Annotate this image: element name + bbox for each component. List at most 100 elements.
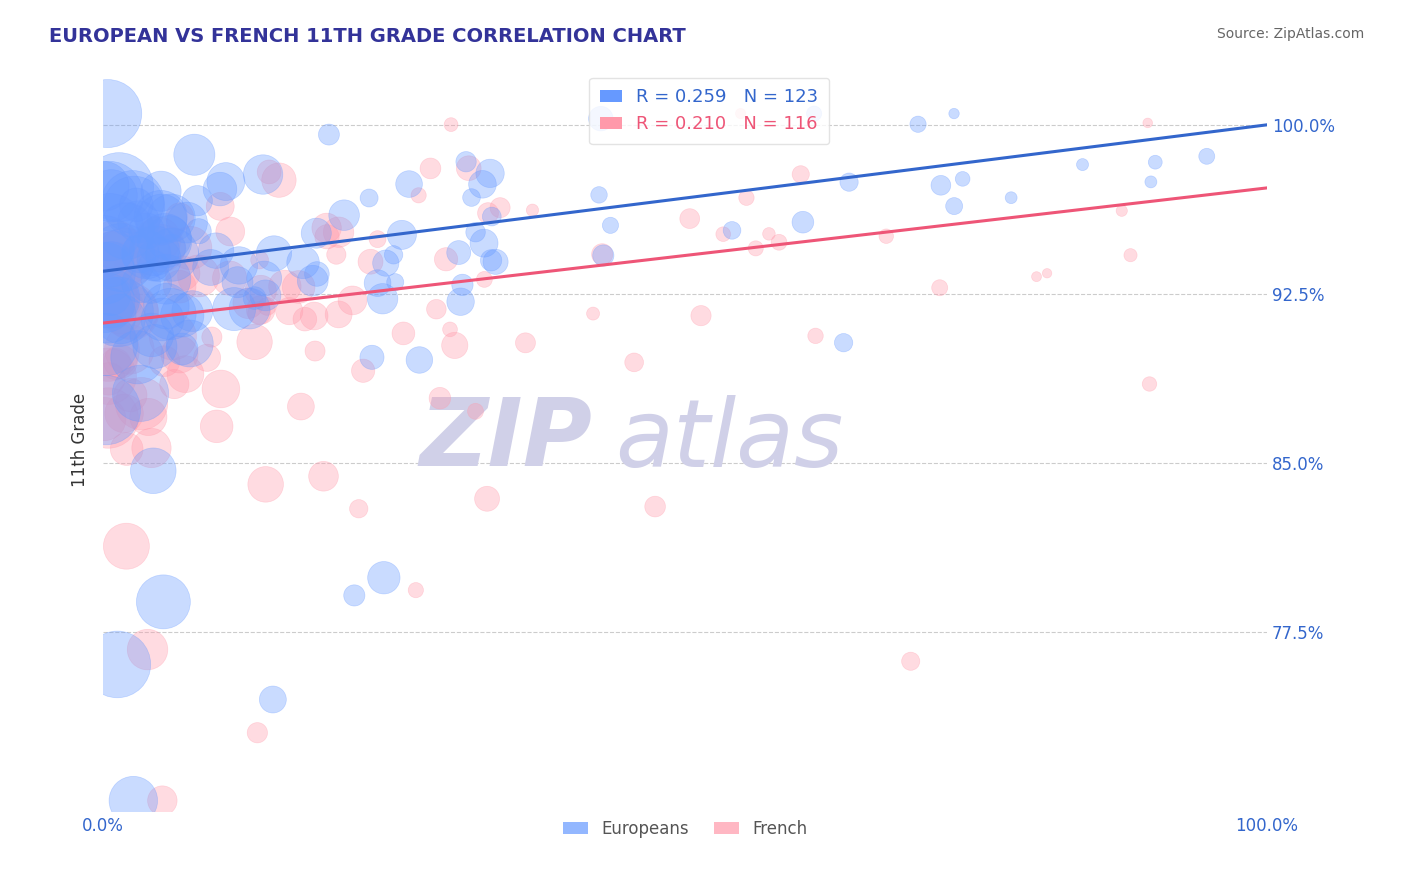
Point xyxy=(150,241,173,255)
Point xyxy=(592,248,614,262)
Point xyxy=(114,250,136,264)
Point xyxy=(209,199,232,213)
Point xyxy=(103,264,125,278)
Point xyxy=(929,178,952,193)
Point xyxy=(256,299,278,313)
Point xyxy=(443,338,465,352)
Point xyxy=(246,725,269,739)
Point xyxy=(108,302,131,317)
Point xyxy=(451,277,474,292)
Point xyxy=(150,794,173,808)
Point xyxy=(218,271,240,285)
Point xyxy=(287,280,309,294)
Point xyxy=(172,266,194,280)
Point xyxy=(1111,203,1133,218)
Point xyxy=(591,247,613,261)
Point xyxy=(254,477,277,491)
Point xyxy=(110,354,132,368)
Point xyxy=(477,206,499,220)
Point xyxy=(454,154,477,169)
Point xyxy=(155,272,177,286)
Point xyxy=(479,253,502,268)
Point xyxy=(1036,266,1059,280)
Point xyxy=(367,232,389,246)
Point xyxy=(408,188,430,202)
Point xyxy=(1025,269,1047,284)
Point xyxy=(352,364,374,378)
Point xyxy=(457,161,479,176)
Point xyxy=(104,357,127,371)
Point xyxy=(792,215,814,229)
Point xyxy=(228,259,250,273)
Point xyxy=(98,220,121,235)
Point xyxy=(93,239,115,253)
Point xyxy=(148,252,170,267)
Point xyxy=(405,583,427,598)
Point xyxy=(278,304,301,318)
Point xyxy=(838,175,860,189)
Point xyxy=(129,277,152,291)
Point xyxy=(312,469,335,483)
Y-axis label: 11th Grade: 11th Grade xyxy=(72,393,89,487)
Point xyxy=(174,367,197,381)
Point xyxy=(472,236,495,251)
Point xyxy=(187,268,209,283)
Point xyxy=(93,266,115,280)
Point xyxy=(1136,116,1159,130)
Point xyxy=(135,247,157,261)
Point xyxy=(93,295,115,310)
Point xyxy=(159,307,181,321)
Point xyxy=(243,334,266,349)
Point xyxy=(238,296,260,310)
Point xyxy=(129,386,152,401)
Point xyxy=(112,406,135,420)
Point xyxy=(152,312,174,326)
Point xyxy=(195,351,218,365)
Point xyxy=(943,199,966,213)
Point xyxy=(128,215,150,229)
Point xyxy=(103,291,125,305)
Point xyxy=(952,172,974,186)
Point xyxy=(100,257,122,271)
Point xyxy=(143,339,166,353)
Point xyxy=(460,190,482,204)
Point xyxy=(434,252,457,267)
Point xyxy=(489,201,512,215)
Point xyxy=(136,642,159,657)
Point xyxy=(153,234,176,248)
Point xyxy=(522,203,544,218)
Point xyxy=(157,231,180,245)
Point xyxy=(374,256,396,270)
Point xyxy=(143,244,166,258)
Point xyxy=(169,210,191,224)
Point xyxy=(325,247,347,261)
Point xyxy=(186,194,208,208)
Point xyxy=(176,216,198,230)
Point xyxy=(121,194,143,209)
Point xyxy=(928,281,950,295)
Point xyxy=(97,343,120,358)
Point xyxy=(160,248,183,262)
Point xyxy=(373,571,395,585)
Point xyxy=(219,225,242,239)
Point xyxy=(103,244,125,258)
Point xyxy=(97,106,120,120)
Point xyxy=(115,442,138,456)
Point xyxy=(142,259,165,273)
Point xyxy=(155,299,177,313)
Point xyxy=(110,251,132,265)
Point xyxy=(97,309,120,323)
Point xyxy=(115,224,138,238)
Point xyxy=(367,276,389,290)
Point xyxy=(1144,155,1167,169)
Point xyxy=(187,224,209,238)
Point xyxy=(582,307,605,321)
Point xyxy=(900,654,922,668)
Point xyxy=(735,191,758,205)
Point xyxy=(150,212,173,227)
Point xyxy=(205,419,228,434)
Text: Source: ZipAtlas.com: Source: ZipAtlas.com xyxy=(1216,27,1364,41)
Point xyxy=(382,248,405,262)
Point xyxy=(464,225,486,239)
Point xyxy=(252,168,274,182)
